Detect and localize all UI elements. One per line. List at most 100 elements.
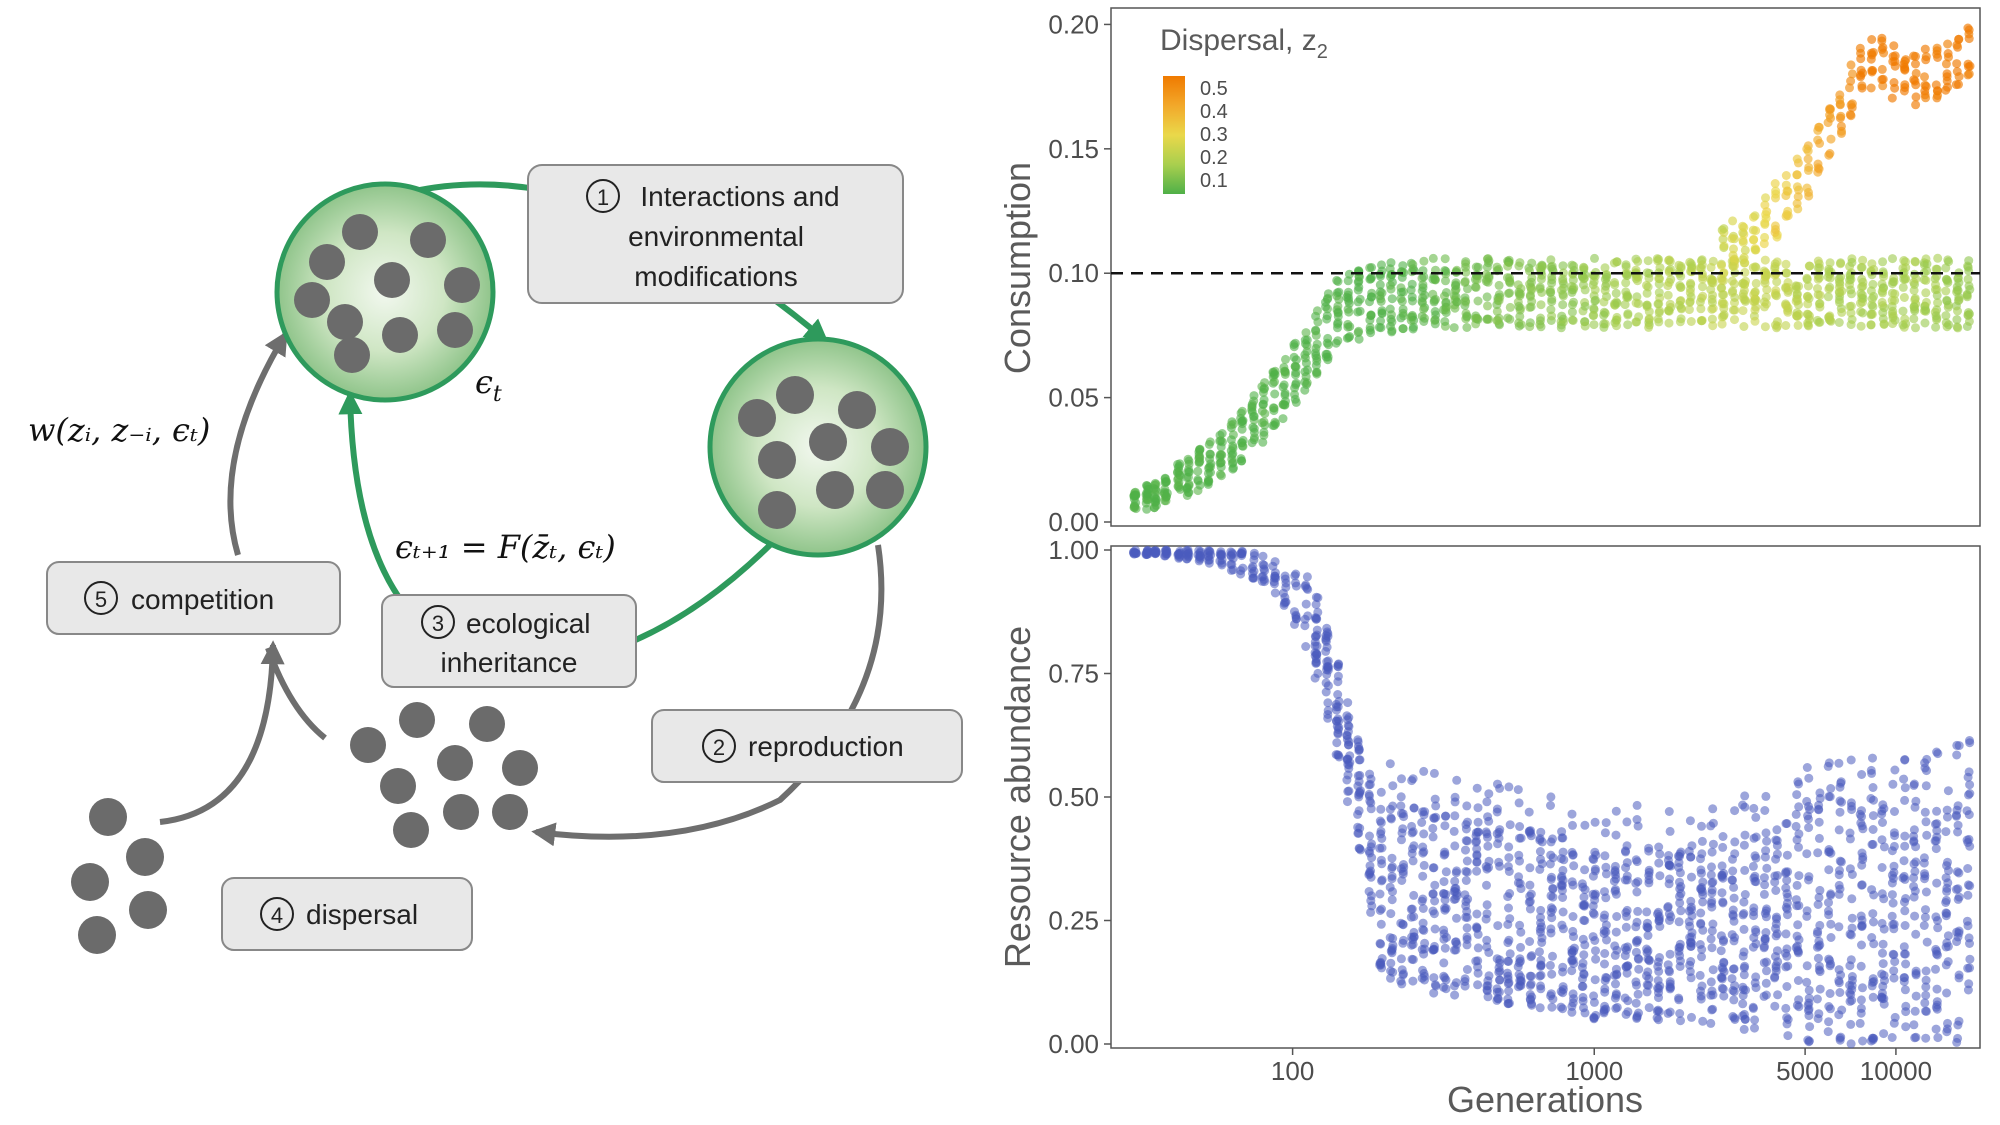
consumption-point [1397,267,1407,277]
consumption-point [1836,121,1846,131]
consumption-point [1953,273,1963,283]
resource-point [1558,847,1568,857]
resource-point [1397,965,1407,975]
consumption-point [1762,270,1772,280]
consumption-point [1909,302,1919,312]
resource-point [1353,735,1363,745]
consumption-point [1377,306,1387,316]
resource-point [1824,792,1834,801]
consumption-point [1367,292,1376,302]
consumption-point [1259,417,1269,427]
consumption-point [1633,299,1643,309]
resource-point [1665,826,1675,836]
resource-point [1248,568,1257,578]
resource-point [1471,837,1481,847]
consumption-point [1440,317,1450,326]
consumption-point [1813,315,1822,325]
resource-point [1548,951,1557,961]
epsilon-t-label: ϵt [475,363,502,407]
resource-point [1462,923,1472,933]
consumption-point [1675,317,1685,327]
resource-point [1740,830,1750,840]
consumption-point [1856,321,1866,331]
resource-point [1964,933,1974,943]
step-5-number: 5 [95,587,107,612]
resource-point [1676,906,1686,916]
consumption-point [1781,259,1791,269]
resource-point [1792,790,1802,800]
resource-point [1611,927,1621,937]
resource-point [1601,818,1611,828]
resource-point [1505,820,1515,830]
resource-point [1654,1015,1663,1025]
resource-point [1921,966,1931,976]
consumption-point [1195,480,1205,490]
resource-point [1398,867,1408,877]
consumption-point [1867,35,1877,44]
consumption-point [1803,299,1813,309]
resource-point [1868,909,1878,919]
resource-point [1697,821,1706,831]
consumption-point [1858,255,1868,265]
resource-point [1568,926,1578,936]
consumption-point [1175,484,1185,494]
resource-point [1899,774,1909,784]
resource-point [1386,909,1396,919]
resource-panel [1110,545,1981,1049]
resource-point [1515,954,1525,964]
resource-point [1835,782,1845,792]
resource-point [1643,931,1653,940]
consumption-point [1866,83,1876,93]
consumption-point [1300,335,1310,345]
resource-point [1697,945,1707,954]
resource-point [1473,803,1483,813]
resource-point [1323,713,1333,723]
resource-point [1845,961,1855,971]
y-tick-label: 0.25 [1048,906,1099,936]
consumption-point [1792,199,1802,208]
consumption-point [1175,459,1185,469]
consumption-point [1921,93,1931,103]
consumption-point [1620,300,1630,310]
consumption-point [1622,290,1632,300]
resource-point [1751,812,1761,822]
resource-point [1878,939,1888,949]
resource-point [1888,920,1898,929]
resource-point [1760,880,1770,890]
resource-point [1420,807,1430,817]
consumption-point [1706,262,1716,272]
resource-point [1834,825,1844,835]
consumption-point [1941,311,1951,321]
resource-point [1441,867,1451,877]
resource-point [1954,892,1964,902]
resource-point [1965,738,1975,748]
resource-point [1610,867,1620,877]
y-tick-label: 0.00 [1048,1029,1099,1059]
consumption-point [1911,100,1921,110]
resource-point [1580,1008,1590,1018]
resource-point [1964,767,1974,777]
consumption-point [1708,321,1718,331]
resource-abundance-chart: 0.00 0.25 0.50 0.75 1.00 100 1000 5000 10000 Re… [997,535,1981,1120]
resource-point [1503,892,1513,902]
resource-point [1847,894,1857,904]
consumption-point [1919,268,1929,278]
resource-point [1858,1036,1868,1046]
consumption-point [1909,51,1919,61]
resource-point [1920,807,1930,817]
resource-point [1685,816,1695,826]
individual-dot [294,282,330,318]
resource-point [1409,890,1419,900]
consumption-point [1301,372,1311,382]
resource-point [1535,947,1544,957]
resource-point [1878,959,1888,969]
consumption-point [1322,338,1332,348]
resource-point [1910,1006,1920,1016]
resource-point [1417,818,1427,827]
consumption-point [1398,304,1408,314]
consumption-point [1249,391,1259,401]
consumption-point [1686,317,1696,326]
resource-point [1900,783,1910,793]
consumption-point [1878,308,1888,318]
resource-point [1911,796,1921,806]
